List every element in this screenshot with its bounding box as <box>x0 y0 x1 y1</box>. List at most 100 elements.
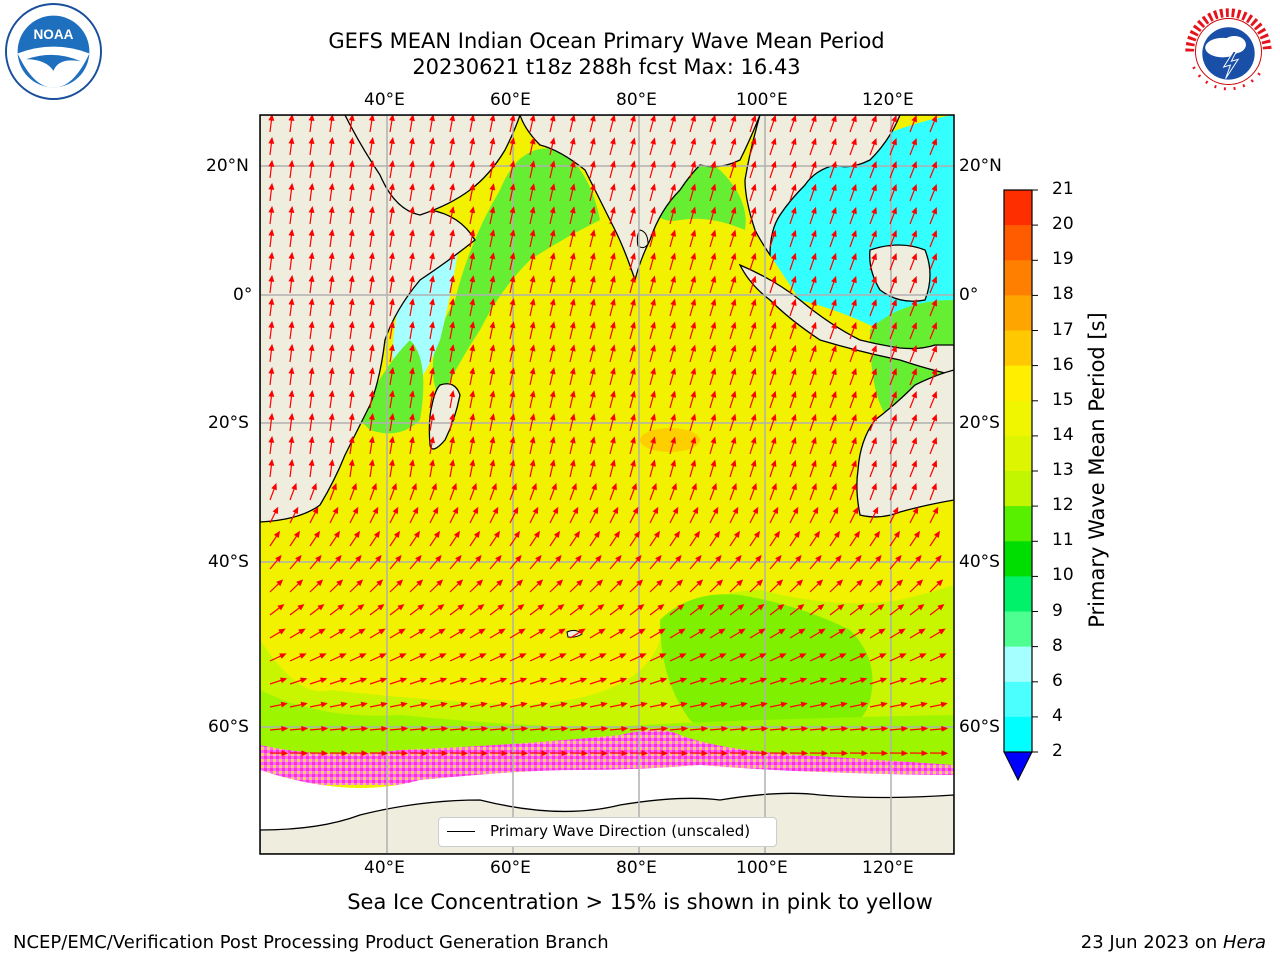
wave-arrow-head <box>659 653 667 659</box>
wave-arrow-head <box>509 344 516 352</box>
wave-arrow-head <box>541 750 549 757</box>
wave-arrow-head <box>429 160 435 168</box>
wave-arrow-head <box>429 298 435 306</box>
wave-arrow-head <box>336 579 344 587</box>
wave-arrow-head <box>477 603 485 611</box>
wave-arrow-head <box>599 653 607 659</box>
wave-arrow-head <box>832 506 839 515</box>
wave-arrow-head <box>696 579 704 587</box>
footer-left: NCEP/EMC/Verification Post Processing Pr… <box>13 932 609 953</box>
wave-arrow-head <box>469 436 476 444</box>
wave-arrow-head <box>831 390 837 399</box>
wave-arrow-head <box>759 677 768 684</box>
wave-arrow-head <box>831 321 837 330</box>
wave-arrow-head <box>268 458 275 466</box>
wave-arrow-head <box>640 701 648 708</box>
wave-arrow-head <box>770 367 777 376</box>
wave-arrow-head <box>790 137 797 146</box>
wave-arrow-head <box>931 460 938 468</box>
wave-arrow-head <box>498 628 506 635</box>
wave-arrow-head <box>469 206 476 214</box>
wave-arrow-head <box>440 701 448 708</box>
wave-arrow-head <box>268 343 275 351</box>
wave-arrow-head <box>836 579 844 587</box>
wave-arrow-head <box>529 298 536 306</box>
wave-arrow-head <box>680 701 688 708</box>
wave-arrow-head <box>710 183 717 191</box>
wave-arrow-head <box>319 653 327 659</box>
wave-arrow-head <box>610 367 616 375</box>
wave-arrow-head <box>678 628 686 635</box>
wave-arrow-head <box>518 628 526 635</box>
se-asia-land <box>744 115 901 258</box>
wave-arrow-head <box>308 228 315 236</box>
wave-arrow-head <box>800 701 808 708</box>
wave-arrow-head <box>875 554 882 563</box>
wave-arrow-head <box>891 115 897 123</box>
wave-arrow-head <box>461 750 469 757</box>
wave-arrow-head <box>388 136 395 145</box>
wave-arrow-head <box>409 229 415 237</box>
wave-arrow-head <box>759 653 767 659</box>
wave-arrow-head <box>409 160 415 168</box>
wave-arrow-head <box>421 725 429 732</box>
wave-arrow-head <box>388 228 395 237</box>
wave-arrow-head <box>775 554 782 563</box>
wave-arrow-head <box>690 344 697 352</box>
wave-arrow-head <box>861 725 869 732</box>
wave-arrow-head <box>536 579 544 587</box>
wave-arrow-head <box>750 298 757 306</box>
wave-arrow-head <box>449 298 456 306</box>
wave-arrow-head <box>268 412 275 420</box>
wave-arrow-head <box>835 554 842 563</box>
wave-arrow-head <box>529 229 536 237</box>
wave-arrow-head <box>589 367 596 375</box>
wave-arrow-head <box>509 183 516 191</box>
wave-arrow-head <box>792 506 799 515</box>
wave-arrow-head <box>937 603 945 611</box>
wave-arrow-head <box>429 206 435 214</box>
wave-arrow-head <box>851 298 857 307</box>
wave-arrow-head <box>610 436 616 444</box>
wave-arrow-head <box>761 750 769 757</box>
wave-arrow-head <box>851 275 857 284</box>
wave-arrow-head <box>770 390 777 399</box>
wave-arrow-head <box>280 701 288 708</box>
wave-arrow-head <box>392 506 399 515</box>
wave-arrow-head <box>460 701 468 708</box>
wave-arrow-head <box>770 298 777 307</box>
wave-arrow-head <box>489 252 496 260</box>
wave-arrow-head <box>576 579 584 587</box>
wave-arrow-head <box>489 229 496 237</box>
wave-arrow-head <box>319 677 328 684</box>
wave-arrow-head <box>489 436 496 444</box>
wave-arrow-head <box>555 554 562 563</box>
wave-arrow-head <box>549 137 556 145</box>
wave-arrow-head <box>549 436 556 444</box>
wave-arrow-head <box>529 252 536 260</box>
wave-arrow-head <box>690 367 697 375</box>
wave-arrow-head <box>637 603 645 611</box>
wave-arrow-head <box>469 183 476 191</box>
wave-arrow-head <box>560 701 568 708</box>
wave-arrow-head <box>473 530 481 539</box>
wave-arrow-head <box>815 554 822 563</box>
wave-arrow-head <box>860 701 868 708</box>
wave-arrow-head <box>288 251 295 260</box>
wave-arrow-head <box>911 276 917 284</box>
wave-arrow-head <box>911 184 917 192</box>
wave-arrow-head <box>650 413 656 421</box>
wave-arrow-head <box>601 725 609 732</box>
wave-arrow-head <box>881 750 889 757</box>
wave-arrow-head <box>931 437 938 445</box>
lat-tick-left-20s: 20°S <box>208 413 249 433</box>
wave-arrow-head <box>851 229 857 238</box>
wave-arrow-head <box>268 136 275 144</box>
wave-arrow-head <box>435 554 442 563</box>
wave-arrow-head <box>321 750 329 757</box>
colorbar-segment <box>1004 716 1032 753</box>
wave-arrow-head <box>449 344 456 352</box>
wave-arrow-head <box>710 344 717 352</box>
wave-arrow-head <box>572 506 579 515</box>
